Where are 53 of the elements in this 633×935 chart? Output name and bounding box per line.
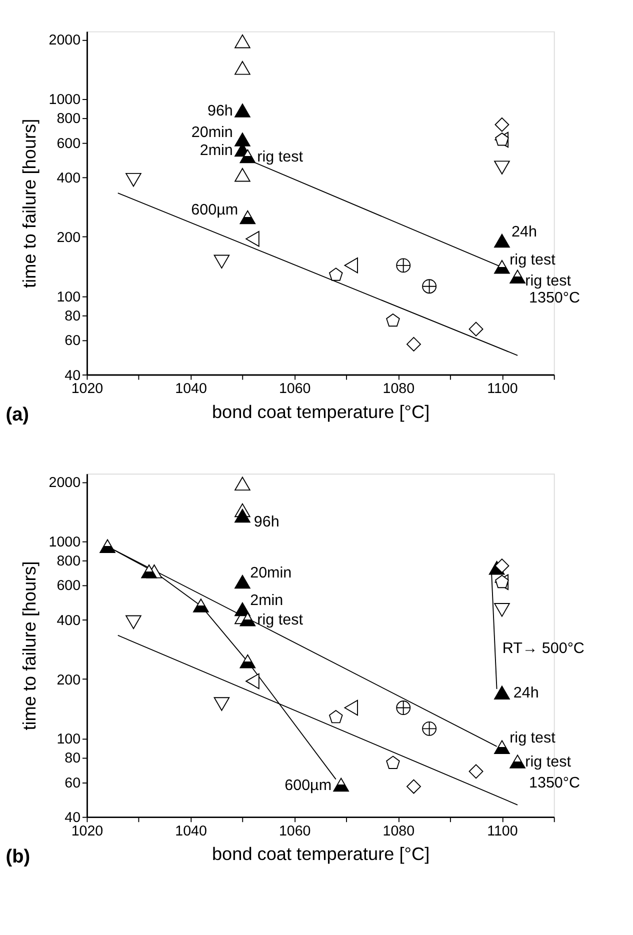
y-tick-label: 2000 (48, 32, 81, 49)
y-tick-label: 600 (56, 136, 81, 152)
x-tick-label: 1080 (382, 381, 415, 398)
annotation: 24h (513, 684, 539, 702)
y-tick-label: 2000 (48, 475, 81, 492)
x-tick-label: 1100 (487, 823, 518, 840)
annotation: 1350°C (528, 290, 580, 307)
annotation: 24h (512, 223, 537, 240)
annotation: rig test (525, 754, 572, 771)
y-tick-label: 80 (64, 308, 81, 324)
annotation: 2min (250, 592, 284, 609)
y-tick-label: 40 (64, 368, 81, 384)
y-tick-label: 800 (56, 111, 81, 128)
text: (a) (6, 404, 29, 426)
x-tick-label: 1020 (71, 381, 104, 398)
y-tick-label: 1000 (48, 92, 81, 108)
x-tick-label: 1060 (278, 381, 311, 398)
annotation: 96h (207, 102, 233, 120)
y-axis-title: time to failure [hours] (19, 561, 40, 730)
x-tick-label: 1040 (175, 381, 207, 398)
annotation: 96h (254, 514, 280, 531)
y-tick-label: 100 (56, 732, 81, 748)
annotation: rig test (510, 730, 556, 747)
y-tick-label: 400 (56, 170, 81, 187)
y-tick-label: 800 (56, 554, 81, 570)
x-tick-label: 1040 (175, 823, 207, 840)
x-axis-title: bond coat temperature [°C] (212, 844, 430, 864)
annotation: 2min (200, 142, 233, 159)
annotation: rig test (257, 611, 304, 628)
y-tick-label: 1000 (48, 534, 81, 550)
y-tick-label: 60 (64, 333, 81, 350)
x-tick-label: 1100 (487, 381, 518, 398)
x-tick-label: 1060 (278, 823, 311, 840)
y-tick-label: 400 (56, 612, 81, 629)
annotation: 600µm (284, 776, 332, 794)
text: (b) (6, 846, 30, 868)
annotation: 20min (191, 124, 233, 141)
y-tick-label: 200 (56, 230, 81, 246)
y-axis-title: time to failure [hours] (19, 118, 40, 288)
y-tick-label: 80 (64, 750, 81, 767)
x-tick-label: 1080 (382, 823, 415, 840)
annotation: rig test (525, 272, 572, 290)
y-tick-label: 200 (56, 672, 81, 688)
y-tick-label: 100 (56, 289, 81, 306)
x-axis-title: bond coat temperature [°C] (212, 402, 430, 422)
annotation: 600µm (191, 202, 238, 219)
annotation: rig test (257, 148, 304, 166)
annotation: 1350°C (528, 774, 580, 792)
annotation: rig test (510, 251, 556, 268)
y-tick-label: 60 (64, 775, 81, 792)
annotation: 20min (250, 564, 292, 582)
y-tick-label: 600 (56, 578, 81, 594)
annotation: RT→ 500°C (502, 640, 584, 657)
